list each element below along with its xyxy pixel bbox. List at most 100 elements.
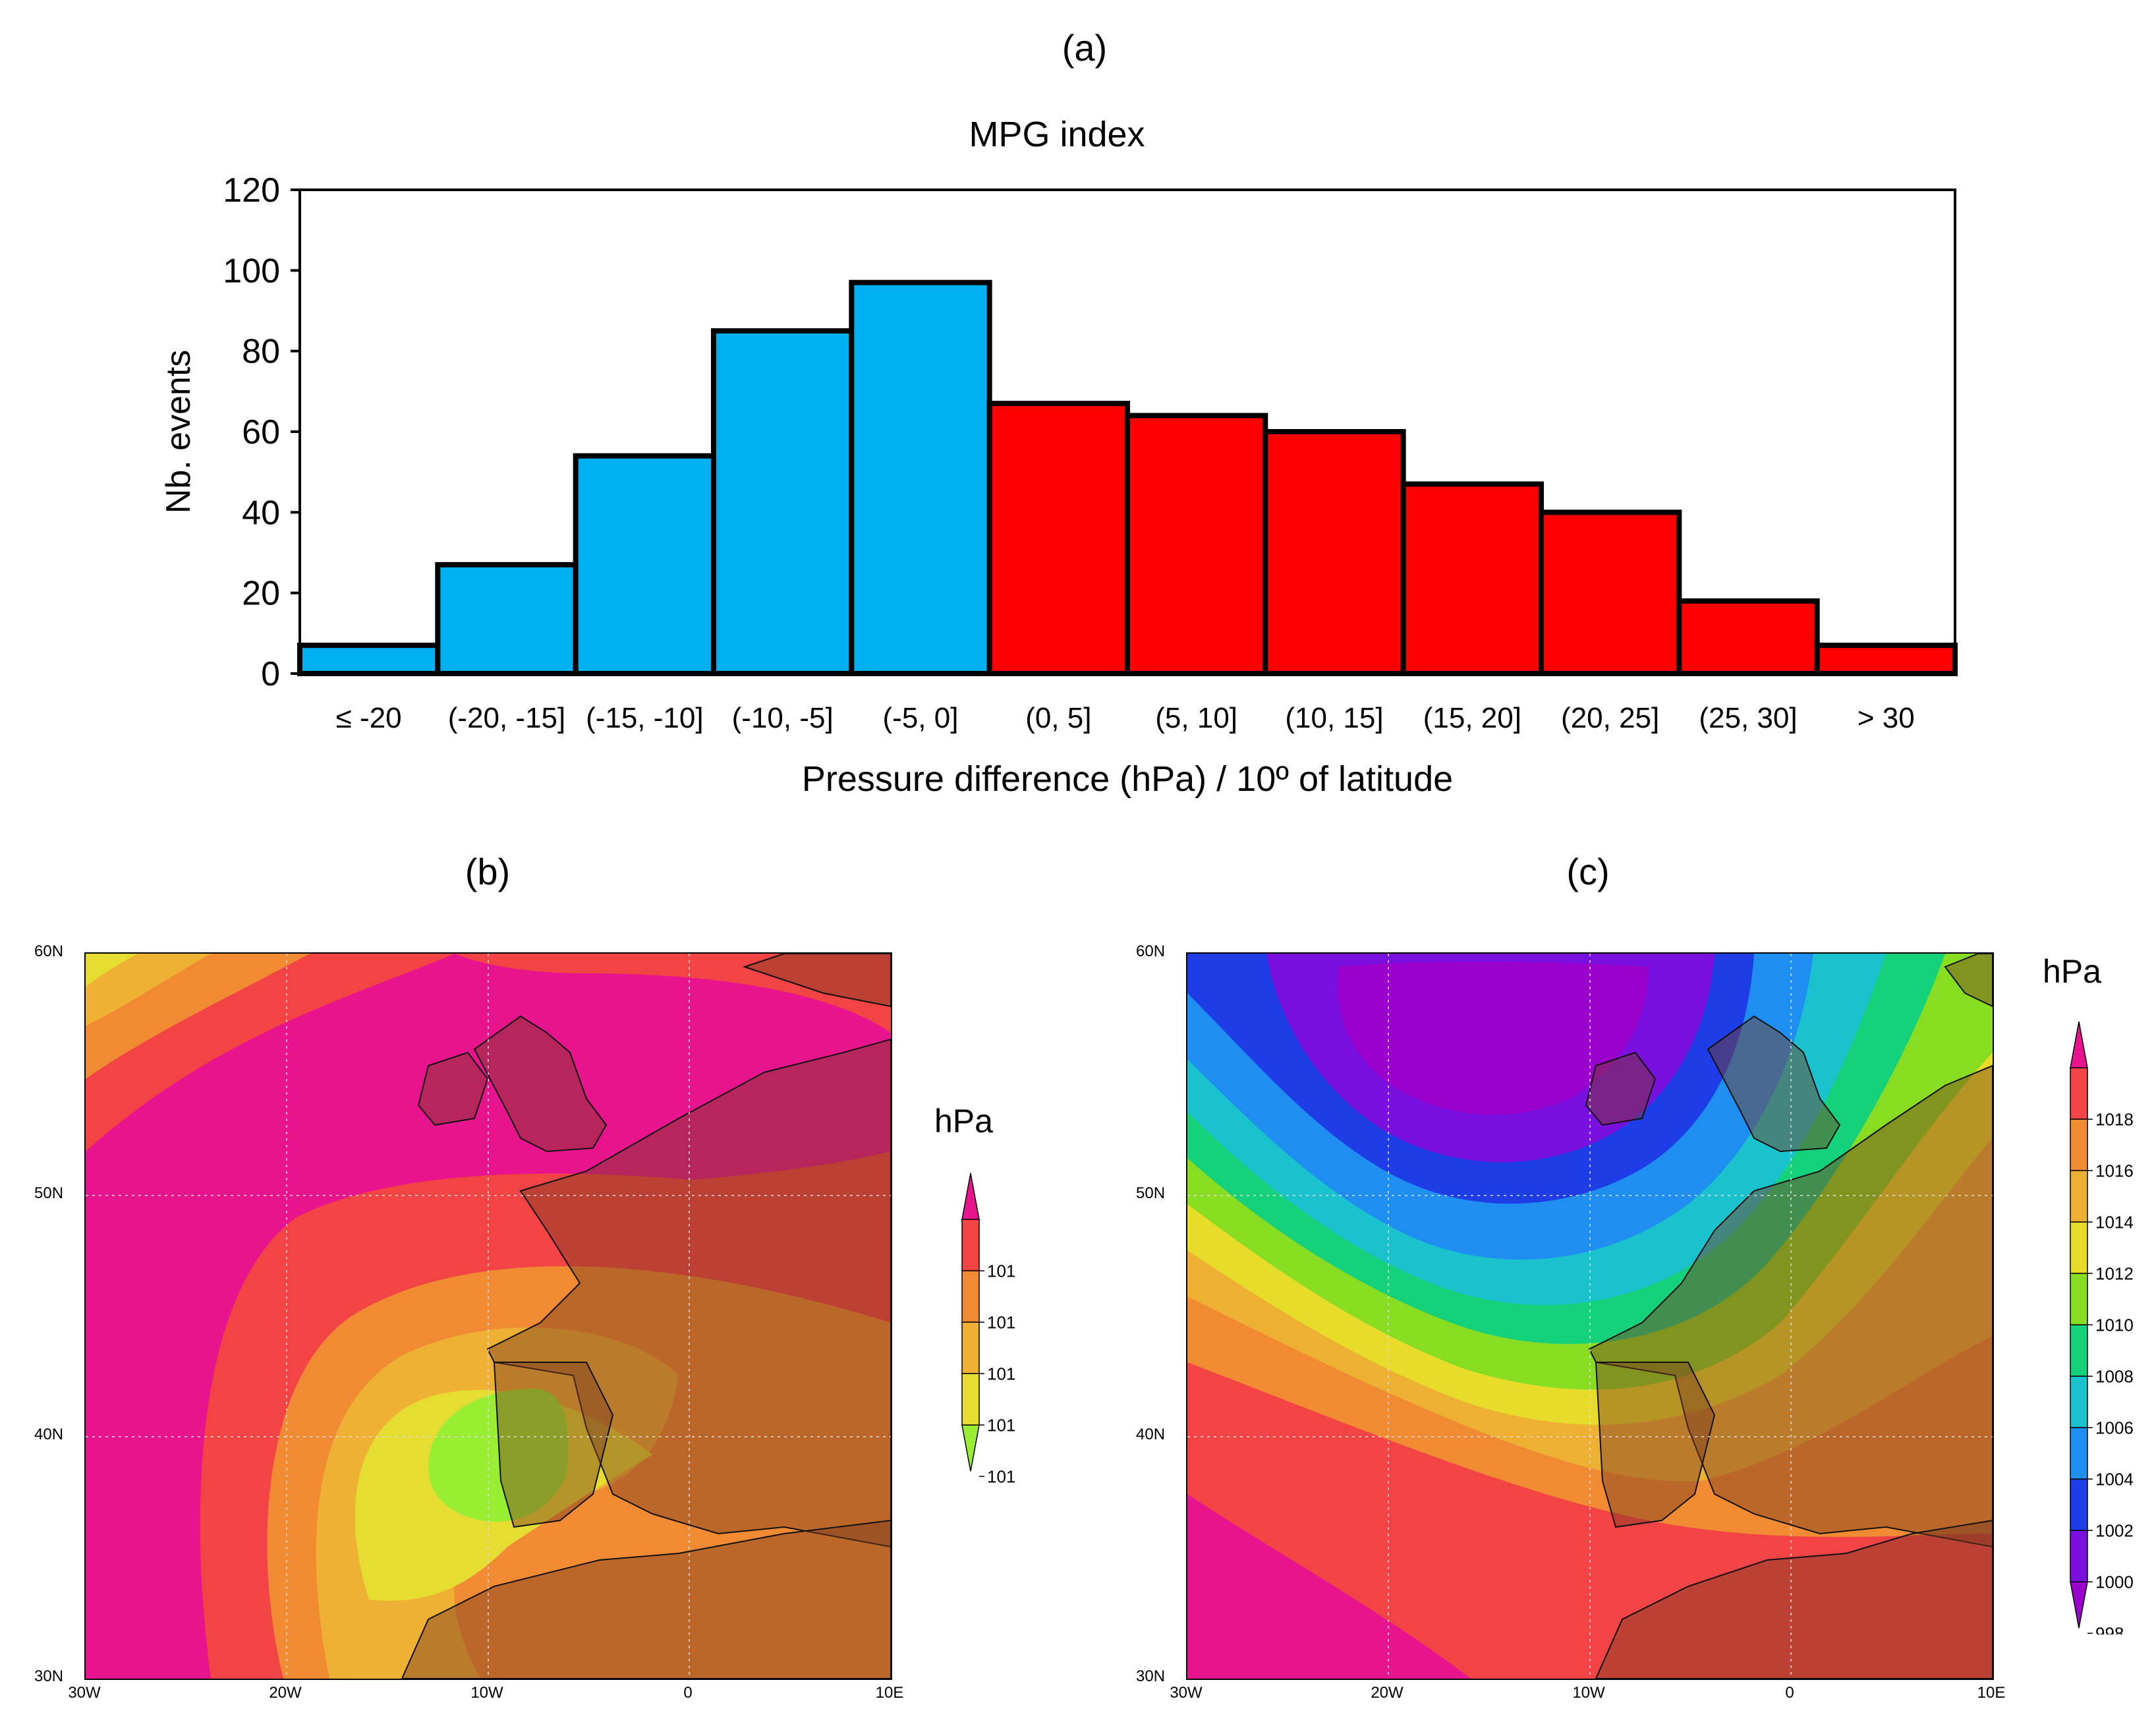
colorbar-segment — [961, 1270, 980, 1323]
colorbar-segment — [961, 1321, 980, 1374]
map-c-lat-tick: 40N — [1136, 1426, 1166, 1443]
x-tick-label: > 30 — [1858, 702, 1915, 734]
y-tick-label: 100 — [223, 252, 280, 290]
colorbar-top-arrow — [2070, 1021, 2088, 1068]
colorbar-segment — [2070, 1118, 2088, 1171]
x-tick-label: (5, 10] — [1155, 702, 1237, 734]
map-b-lon-tick: 10W — [470, 1684, 503, 1702]
colorbar-label: 1014 — [2095, 1212, 2134, 1232]
colorbar-label: 1008 — [2095, 1366, 2134, 1386]
map-b-colorbar-title: hPa — [934, 1103, 993, 1140]
colorbar-label: 101 — [987, 1415, 1015, 1435]
map-c-lon-tick: 20W — [1371, 1684, 1404, 1702]
map-b-lat-tick: 60N — [34, 942, 64, 960]
y-axis-label: Nb. events — [159, 350, 198, 514]
colorbar-segment — [2070, 1170, 2088, 1223]
map-b-contour — [86, 954, 211, 1026]
panel-label-a: (a) — [1062, 27, 1108, 69]
x-tick-label: (0, 5] — [1025, 702, 1091, 734]
colorbar-segment — [2070, 1375, 2088, 1428]
y-tick-label: 0 — [261, 655, 280, 693]
colorbar-label: 101 — [987, 1261, 1015, 1281]
colorbar-label: 1000 — [2095, 1572, 2134, 1592]
map-b-colorbar: 101 101 101 101 101 — [961, 1172, 1015, 1483]
colorbar-label: 1004 — [2095, 1469, 2134, 1489]
bar-5 — [986, 401, 1130, 677]
x-tick-label: (25, 30] — [1699, 702, 1797, 734]
map-c — [1186, 952, 1994, 1680]
map-b — [84, 952, 892, 1680]
x-tick-label: (15, 20] — [1423, 702, 1521, 734]
map-b-lon-tick: 30W — [68, 1684, 101, 1702]
colorbar-label: 1006 — [2095, 1418, 2134, 1437]
y-tick-label: 40 — [242, 494, 280, 532]
map-b-lat-tick: 40N — [34, 1426, 64, 1443]
colorbar-segment — [961, 1373, 980, 1426]
x-tick-label: (-15, -10] — [586, 702, 704, 734]
map-b-lat-tick: 30N — [34, 1667, 64, 1685]
colorbar-label: 101 — [987, 1466, 1015, 1483]
bar-9 — [1539, 509, 1682, 676]
colorbar-segment — [2070, 1427, 2088, 1480]
colorbar-segment — [2070, 1067, 2088, 1120]
bar-2 — [573, 453, 717, 676]
bar-3 — [711, 328, 855, 677]
map-c-colorbar-title: hPa — [2043, 953, 2101, 990]
map-b-lon-tick: 20W — [269, 1684, 302, 1702]
x-axis-labels: ≤ -20 (-20, -15] (-15, -10] (-10, -5] (-5, 0… — [336, 702, 1915, 734]
bar-11 — [1814, 643, 1958, 677]
colorbar-segment — [961, 1219, 980, 1271]
bar-6 — [1125, 413, 1268, 676]
map-b-grid — [86, 954, 891, 1679]
map-b-lon-tick: 10E — [875, 1684, 904, 1702]
map-b-land — [401, 954, 891, 1679]
x-tick-label: (-20, -15] — [448, 702, 566, 734]
bars-group — [297, 188, 1958, 677]
map-c-lon-tick: 30W — [1170, 1684, 1203, 1702]
map-b-lat-tick: 50N — [34, 1184, 64, 1202]
y-axis-ticks: 0 20 40 60 80 100 120 — [223, 171, 300, 693]
colorbar-label: 1016 — [2095, 1161, 2134, 1180]
map-b-contour — [86, 954, 138, 987]
y-tick-label: 80 — [242, 333, 280, 371]
bar-0 — [297, 643, 441, 677]
map-b-lon-tick: 0 — [683, 1684, 693, 1702]
map-c-lon-tick: 0 — [1785, 1684, 1794, 1702]
x-tick-label: (-5, 0] — [883, 702, 959, 734]
map-c-contour — [1338, 962, 1649, 1115]
colorbar-segment — [2070, 1324, 2088, 1377]
map-c-lon-tick: 10E — [1977, 1684, 2006, 1702]
bar-4 — [849, 279, 992, 676]
colorbar-label: 101 — [987, 1364, 1015, 1383]
x-tick-label: (20, 25] — [1561, 702, 1659, 734]
x-axis-label: Pressure difference (hPa) / 10º of latit… — [802, 759, 1453, 799]
bar-8 — [1400, 481, 1545, 676]
y-tick-label: 20 — [242, 575, 280, 613]
colorbar-bottom-arrow — [961, 1424, 980, 1472]
map-c-grid — [1187, 954, 1993, 1679]
y-tick-label: 60 — [242, 413, 280, 451]
colorbar-label: 1010 — [2095, 1315, 2134, 1335]
colorbar-segment — [2070, 1221, 2088, 1274]
colorbar-segment — [2070, 1478, 2088, 1531]
x-tick-label: ≤ -20 — [336, 702, 402, 734]
map-b-field — [86, 954, 891, 1679]
panel-label-b: (b) — [465, 851, 511, 892]
bar-7 — [1262, 429, 1406, 676]
map-c-lat-tick: 50N — [1136, 1184, 1166, 1202]
y-tick-label: 120 — [223, 171, 280, 210]
colorbar-label: 1012 — [2095, 1263, 2134, 1283]
map-c-lon-tick: 10W — [1572, 1684, 1605, 1702]
map-c-land — [1585, 954, 1993, 1679]
map-c-lat-tick: 30N — [1136, 1667, 1166, 1685]
chart-title: MPG index — [969, 115, 1145, 154]
mpg-bar-chart: MPG index 0 20 40 60 80 100 120 ≤ -20 (-20, -15… — [159, 115, 1958, 799]
colorbar-label: 1002 — [2095, 1520, 2134, 1540]
map-b-contour — [455, 954, 891, 1033]
x-tick-label: (10, 15] — [1285, 702, 1383, 734]
colorbar-bottom-arrow — [2070, 1581, 2088, 1629]
colorbar-segment — [2070, 1530, 2088, 1582]
colorbar-label: 1018 — [2095, 1109, 2134, 1129]
map-c-field — [1187, 954, 1993, 1679]
panel-label-c: (c) — [1566, 851, 1610, 892]
